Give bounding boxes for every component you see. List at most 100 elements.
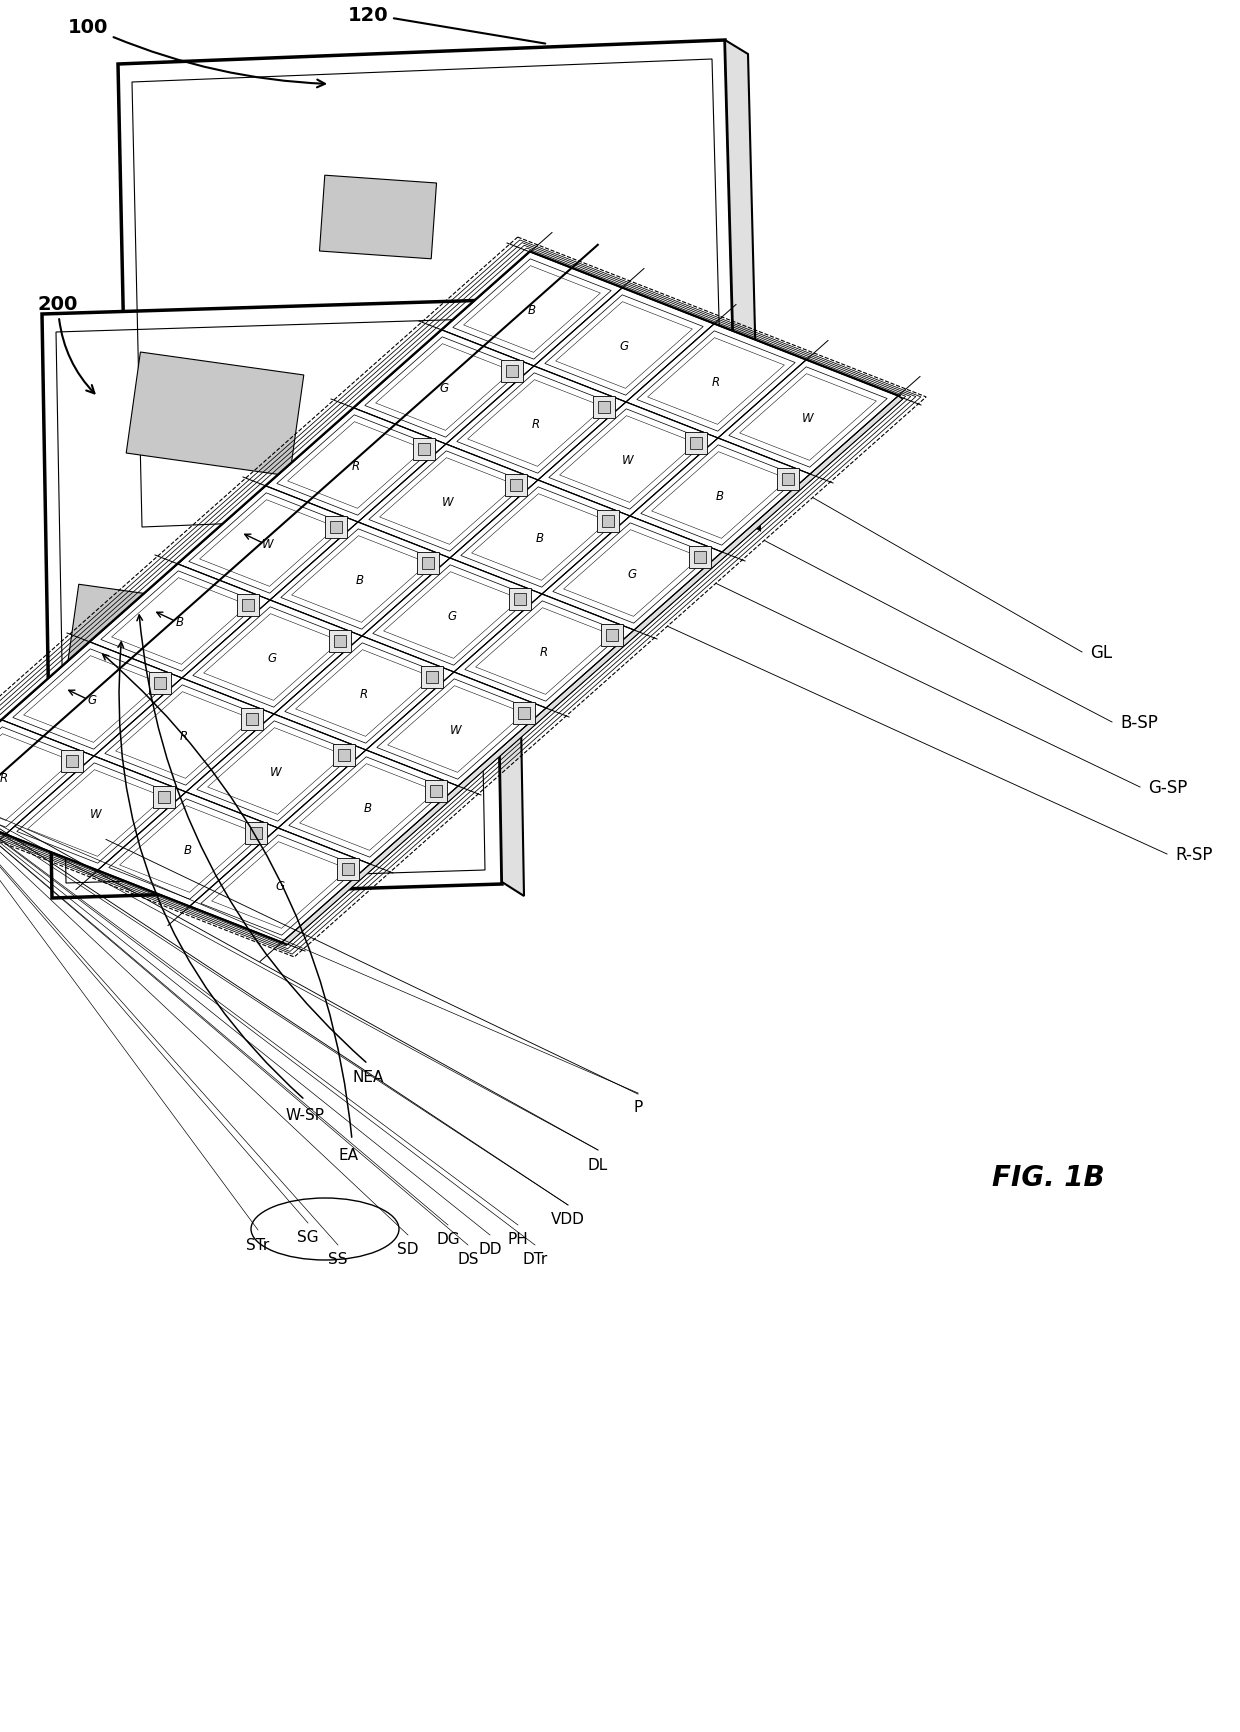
Text: GL: GL (1090, 644, 1112, 662)
Polygon shape (637, 331, 795, 431)
Polygon shape (24, 656, 160, 743)
Polygon shape (365, 338, 523, 438)
Polygon shape (544, 296, 703, 397)
Polygon shape (159, 792, 170, 804)
Text: W: W (450, 722, 461, 736)
Polygon shape (246, 823, 268, 845)
Polygon shape (718, 360, 898, 475)
Text: SG: SG (298, 1230, 319, 1245)
Text: P: P (634, 1100, 642, 1115)
Polygon shape (467, 381, 604, 468)
Text: R: R (0, 771, 9, 785)
Polygon shape (0, 798, 286, 946)
Text: DG: DG (436, 1231, 460, 1247)
Polygon shape (534, 289, 714, 404)
Polygon shape (518, 708, 531, 721)
Polygon shape (300, 764, 436, 850)
Polygon shape (630, 438, 810, 553)
Polygon shape (413, 438, 435, 461)
Polygon shape (288, 423, 424, 509)
Polygon shape (109, 800, 267, 899)
Polygon shape (353, 331, 534, 445)
Polygon shape (200, 501, 336, 587)
Text: B: B (536, 532, 544, 544)
Polygon shape (192, 608, 351, 708)
Polygon shape (197, 722, 355, 821)
Polygon shape (418, 553, 439, 575)
Polygon shape (686, 433, 707, 456)
Polygon shape (154, 677, 166, 689)
Polygon shape (250, 828, 263, 840)
Text: NEA: NEA (352, 1070, 383, 1084)
Polygon shape (334, 745, 356, 767)
Polygon shape (154, 786, 175, 809)
Polygon shape (267, 409, 446, 523)
Polygon shape (339, 750, 351, 762)
Polygon shape (289, 757, 448, 857)
Text: 100: 100 (68, 17, 325, 88)
Polygon shape (42, 301, 502, 899)
Text: W: W (262, 537, 274, 551)
Polygon shape (186, 715, 366, 828)
Text: B: B (528, 303, 536, 317)
Polygon shape (418, 443, 430, 456)
Polygon shape (0, 734, 72, 821)
Polygon shape (0, 253, 898, 942)
Text: PH: PH (507, 1231, 528, 1247)
Polygon shape (368, 452, 527, 553)
Text: W-SP: W-SP (285, 1107, 325, 1122)
Polygon shape (725, 42, 760, 530)
Polygon shape (388, 686, 525, 772)
Polygon shape (782, 475, 795, 485)
Polygon shape (598, 511, 620, 533)
Text: R: R (352, 459, 360, 473)
Polygon shape (373, 566, 531, 665)
Polygon shape (626, 326, 806, 438)
Polygon shape (2, 643, 182, 757)
Polygon shape (285, 644, 443, 743)
Polygon shape (454, 594, 634, 708)
Polygon shape (376, 345, 512, 431)
Polygon shape (280, 530, 439, 630)
Polygon shape (100, 572, 259, 672)
Text: R: R (539, 644, 548, 658)
Polygon shape (201, 835, 360, 935)
Text: SD: SD (397, 1242, 419, 1257)
Polygon shape (6, 757, 186, 871)
Polygon shape (601, 625, 624, 646)
Polygon shape (492, 301, 525, 897)
Polygon shape (476, 608, 613, 695)
Polygon shape (641, 445, 800, 546)
Text: B: B (356, 573, 365, 585)
Text: R: R (180, 729, 188, 741)
Text: B: B (176, 615, 184, 629)
Polygon shape (777, 469, 800, 490)
Polygon shape (190, 828, 370, 942)
Polygon shape (295, 650, 433, 736)
Polygon shape (224, 521, 392, 639)
Polygon shape (242, 599, 254, 611)
Polygon shape (471, 494, 609, 580)
Polygon shape (446, 367, 626, 481)
Polygon shape (465, 601, 624, 701)
Polygon shape (237, 594, 259, 617)
Polygon shape (501, 360, 523, 383)
Text: G: G (88, 693, 97, 707)
Polygon shape (179, 487, 358, 601)
Polygon shape (366, 672, 546, 786)
Polygon shape (358, 445, 538, 559)
Polygon shape (556, 303, 692, 390)
Polygon shape (212, 842, 348, 928)
Text: R: R (532, 417, 541, 430)
Polygon shape (330, 521, 342, 533)
Text: W: W (802, 410, 813, 424)
Polygon shape (461, 488, 619, 587)
Polygon shape (553, 523, 712, 624)
Polygon shape (98, 793, 278, 906)
Polygon shape (291, 537, 428, 624)
Polygon shape (274, 637, 454, 750)
Polygon shape (182, 601, 362, 715)
Polygon shape (647, 338, 785, 424)
Polygon shape (377, 679, 536, 779)
Text: G-SP: G-SP (1148, 779, 1188, 797)
